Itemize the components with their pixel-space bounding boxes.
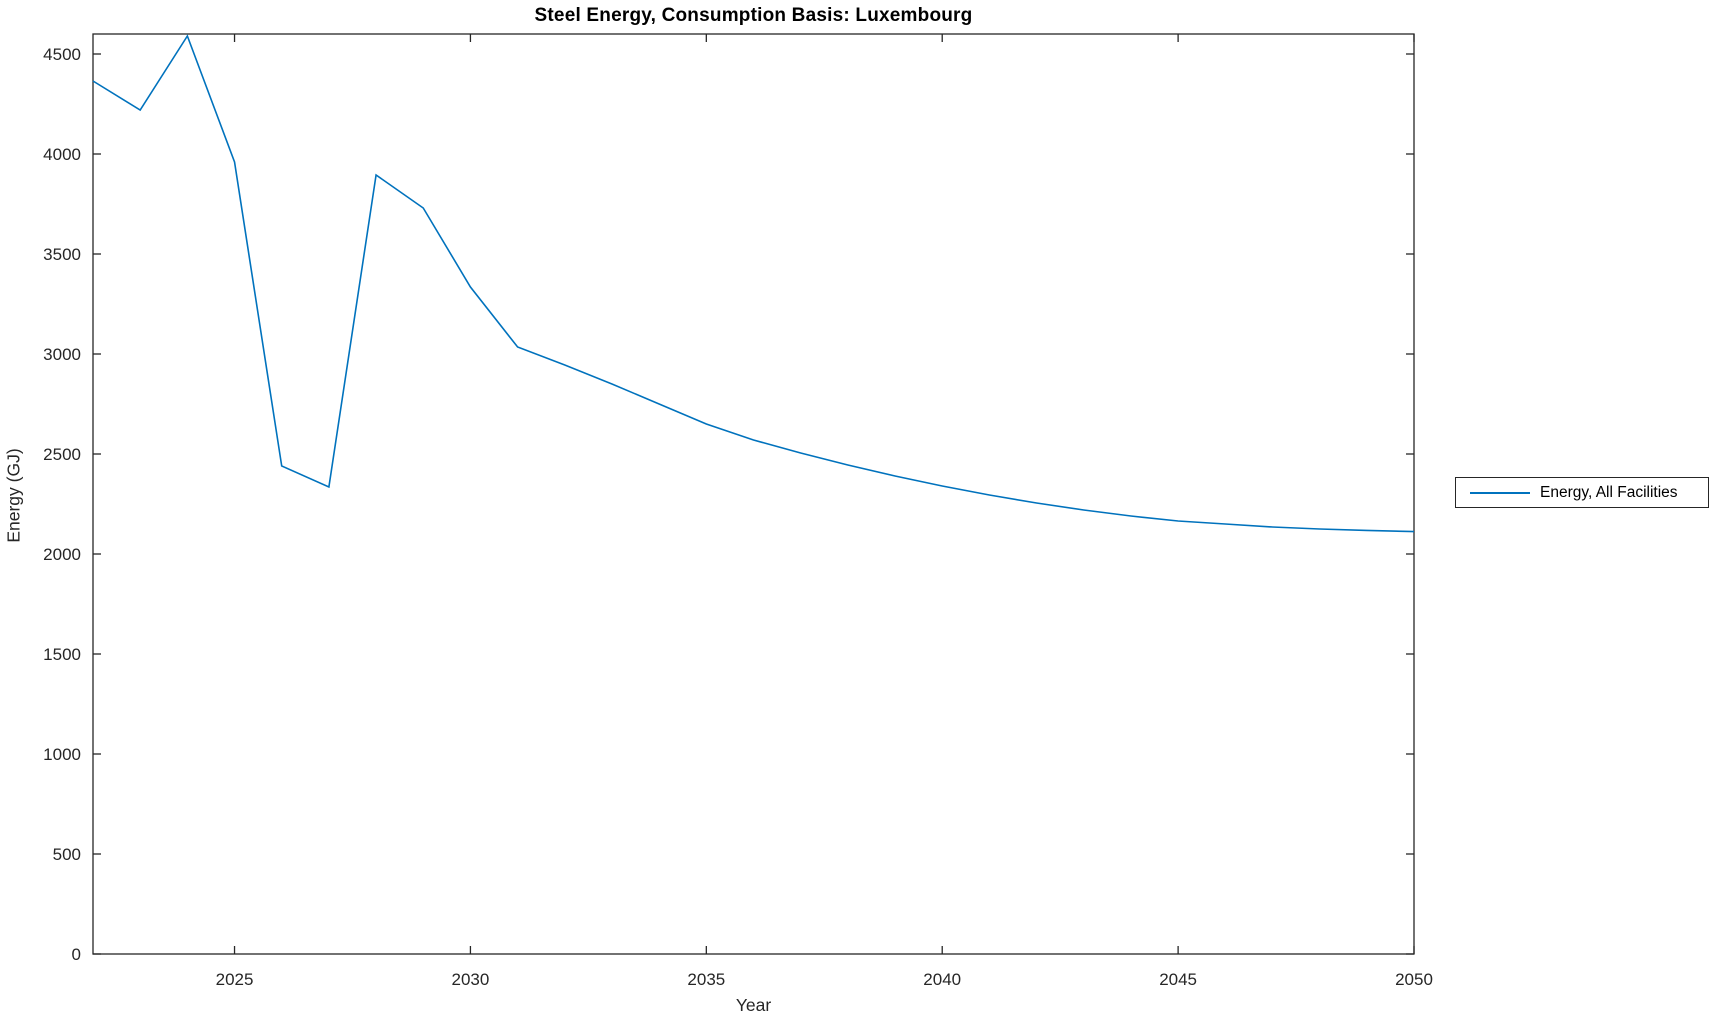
y-tick-label: 3000 [43,345,81,364]
y-tick-label: 4000 [43,145,81,164]
x-tick-label: 2045 [1159,970,1197,989]
y-tick-label: 2000 [43,545,81,564]
y-tick-label: 4500 [43,45,81,64]
x-tick-label: 2025 [216,970,254,989]
legend: Energy, All Facilities [1455,477,1709,508]
y-tick-label: 3500 [43,245,81,264]
chart-title: Steel Energy, Consumption Basis: Luxembo… [534,5,973,26]
y-tick-label: 2500 [43,445,81,464]
y-tick-label: 1000 [43,745,81,764]
x-tick-label: 2050 [1395,970,1433,989]
legend-entry-label: Energy, All Facilities [1540,483,1678,501]
y-axis-label: Energy (GJ) [3,448,24,543]
x-tick-label: 2030 [452,970,490,989]
y-tick-label: 0 [72,945,81,964]
y-tick-label: 500 [53,845,81,864]
x-axis-label: Year [735,995,772,1015]
series-line-energy-all-facilities [92,34,1415,533]
axes-box [92,33,1415,955]
y-tick-label: 1500 [43,645,81,664]
x-tick-label: 2035 [687,970,725,989]
x-tick-label: 2040 [923,970,961,989]
legend-line-swatch [1470,491,1530,494]
